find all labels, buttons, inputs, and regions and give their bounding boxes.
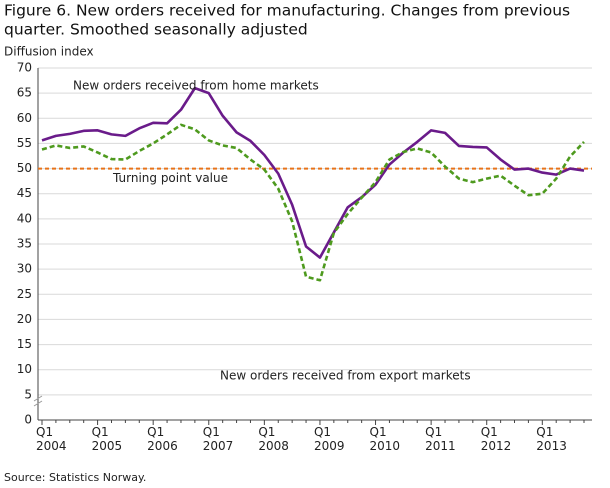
series-label: New orders received from export markets: [220, 369, 471, 383]
axis-break: [33, 395, 43, 407]
y-tick-label: 25: [17, 287, 32, 301]
x-tick-label: Q1 2010: [370, 425, 401, 453]
y-tick-label: 35: [17, 237, 32, 251]
x-tick-label: Q1 2011: [425, 425, 456, 453]
x-tick-label: Q1 2008: [258, 425, 289, 453]
y-tick-label: 45: [17, 186, 32, 200]
y-tick-label: 65: [17, 86, 32, 100]
y-tick-label: 30: [17, 262, 32, 276]
x-tick-label: Q1 2007: [203, 425, 234, 453]
y-tick-label: 40: [17, 211, 32, 225]
x-tick-label: Q1 2009: [314, 425, 345, 453]
x-tick-label: Q1 2004: [36, 425, 67, 453]
series-line: [41, 123, 585, 282]
y-tick-label: 70: [17, 61, 32, 75]
x-tick-label: Q1 2005: [92, 425, 123, 453]
x-tick-label: Q1 2006: [147, 425, 178, 453]
series-label: New orders received from home markets: [73, 79, 319, 93]
chart-title: quarter. Smoothed seasonally adjusted: [4, 21, 308, 39]
y-tick-label: 60: [17, 111, 32, 125]
y-tick-label: 20: [17, 312, 32, 326]
y-tick-label: 55: [17, 136, 32, 150]
reference-label: Turning point value: [112, 171, 228, 185]
chart-title: Figure 6. New orders received for manufa…: [4, 2, 570, 20]
x-tick-label: Q1 2013: [536, 425, 567, 453]
y-tick-label: 0: [24, 413, 32, 427]
y-tick-label: 5: [24, 387, 32, 401]
x-tick-label: Q1 2012: [481, 425, 512, 453]
y-tick-label: 10: [17, 362, 32, 376]
y-axis-label: Diffusion index: [4, 45, 94, 59]
series-line: [41, 86, 585, 259]
source: Source: Statistics Norway.: [4, 471, 146, 484]
y-tick-label: 15: [17, 337, 32, 351]
y-tick-label: 50: [17, 161, 32, 175]
